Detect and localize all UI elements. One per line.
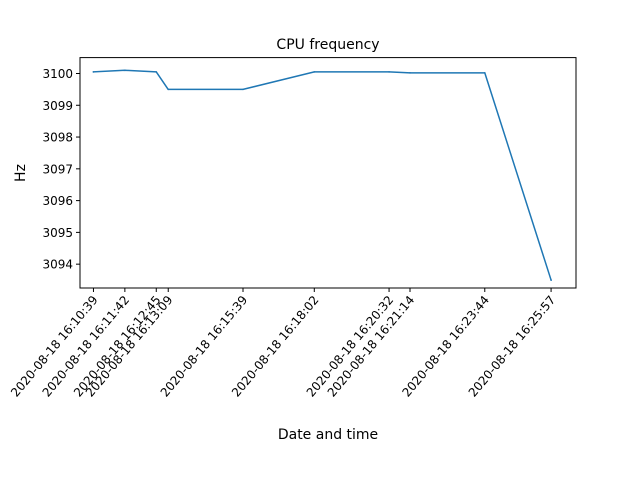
data-point xyxy=(242,88,244,91)
data-point xyxy=(124,69,126,72)
data-point xyxy=(483,72,486,74)
y-tick-label: 3099 xyxy=(42,99,73,113)
x-tick-label: 2020-08-18 16:20:32 xyxy=(304,293,397,400)
y-tick-label: 3100 xyxy=(42,67,73,81)
y-tick-label: 3097 xyxy=(42,162,73,176)
series-layer xyxy=(92,69,553,282)
data-point xyxy=(167,88,170,91)
chart-title: CPU frequency xyxy=(276,37,379,53)
y-tick-label: 3098 xyxy=(42,131,73,145)
y-tick-label: 3096 xyxy=(42,194,73,208)
series-line xyxy=(92,69,553,282)
data-point xyxy=(388,71,390,73)
y-tick-label: 3095 xyxy=(42,226,73,240)
x-tick-label: 2020-08-18 16:13:09 xyxy=(83,293,176,400)
y-tick-label: 3094 xyxy=(42,258,73,272)
data-point xyxy=(550,279,552,281)
data-point xyxy=(92,71,95,73)
data-point xyxy=(313,71,316,73)
y-axis: 3094 3095 3096 3097 3098 3099 3100 xyxy=(42,67,80,272)
data-point xyxy=(409,72,411,74)
x-axis-label: Date and time xyxy=(278,427,378,443)
plot-area xyxy=(79,57,577,289)
y-axis-label: Hz xyxy=(13,164,29,182)
data-point xyxy=(155,71,158,73)
